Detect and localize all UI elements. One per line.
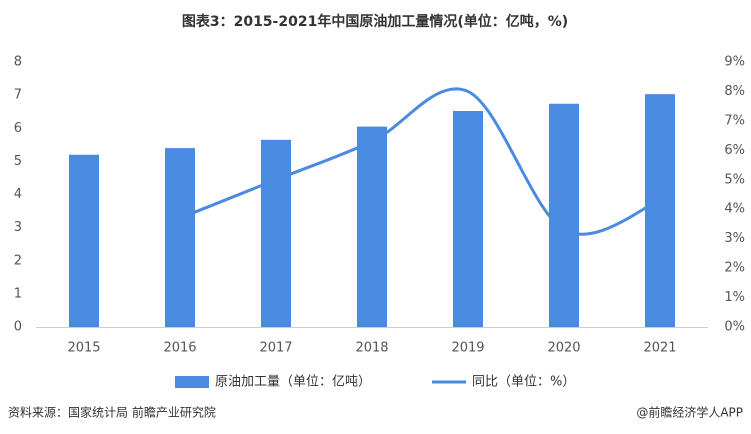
y2-tick-label: 1% <box>724 290 745 305</box>
credit: @前瞻经济学人APP <box>636 405 743 420</box>
x-tick-label: 2018 <box>355 341 388 356</box>
legend-label: 同比（单位：%） <box>472 375 575 390</box>
bar <box>165 148 195 327</box>
bar <box>453 111 483 328</box>
bar <box>645 94 675 327</box>
bar <box>549 103 579 327</box>
x-tick-label: 2016 <box>163 341 196 356</box>
x-tick-label: 2015 <box>67 341 100 356</box>
y2-tick-label: 2% <box>724 261 745 276</box>
y-tick-label: 4 <box>14 187 22 202</box>
y2-tick-label: 3% <box>724 231 745 246</box>
y2-tick-label: 5% <box>724 172 745 187</box>
source: 资料来源：国家统计局 前瞻产业研究院 <box>8 405 216 420</box>
legend-swatch <box>175 376 209 388</box>
x-tick-label: 2019 <box>451 341 484 356</box>
bar <box>69 154 99 327</box>
y-tick-label: 1 <box>14 286 22 301</box>
bar <box>357 126 387 327</box>
x-tick-label: 2020 <box>547 341 580 356</box>
y2-tick-label: 7% <box>724 113 745 128</box>
y2-tick-label: 0% <box>724 320 745 335</box>
legend-label: 原油加工量（单位：亿吨） <box>215 375 371 390</box>
y2-tick-label: 9% <box>724 55 745 70</box>
y2-tick-label: 8% <box>724 84 745 99</box>
y-tick-label: 3 <box>14 220 22 235</box>
bar <box>261 139 291 327</box>
y2-tick-label: 4% <box>724 202 745 217</box>
y-tick-label: 7 <box>14 88 22 103</box>
x-tick-label: 2017 <box>259 341 292 356</box>
y-tick-label: 0 <box>14 320 22 335</box>
y-tick-label: 6 <box>14 121 22 136</box>
line <box>179 87 661 236</box>
y-tick-label: 8 <box>14 55 22 70</box>
x-tick-label: 2021 <box>643 341 676 356</box>
y-tick-label: 5 <box>14 154 22 169</box>
chart-title: 图表3：2015-2021年中国原油加工量情况(单位：亿吨，%) <box>182 13 568 30</box>
y2-tick-label: 6% <box>724 143 745 158</box>
y-tick-label: 2 <box>14 253 22 268</box>
